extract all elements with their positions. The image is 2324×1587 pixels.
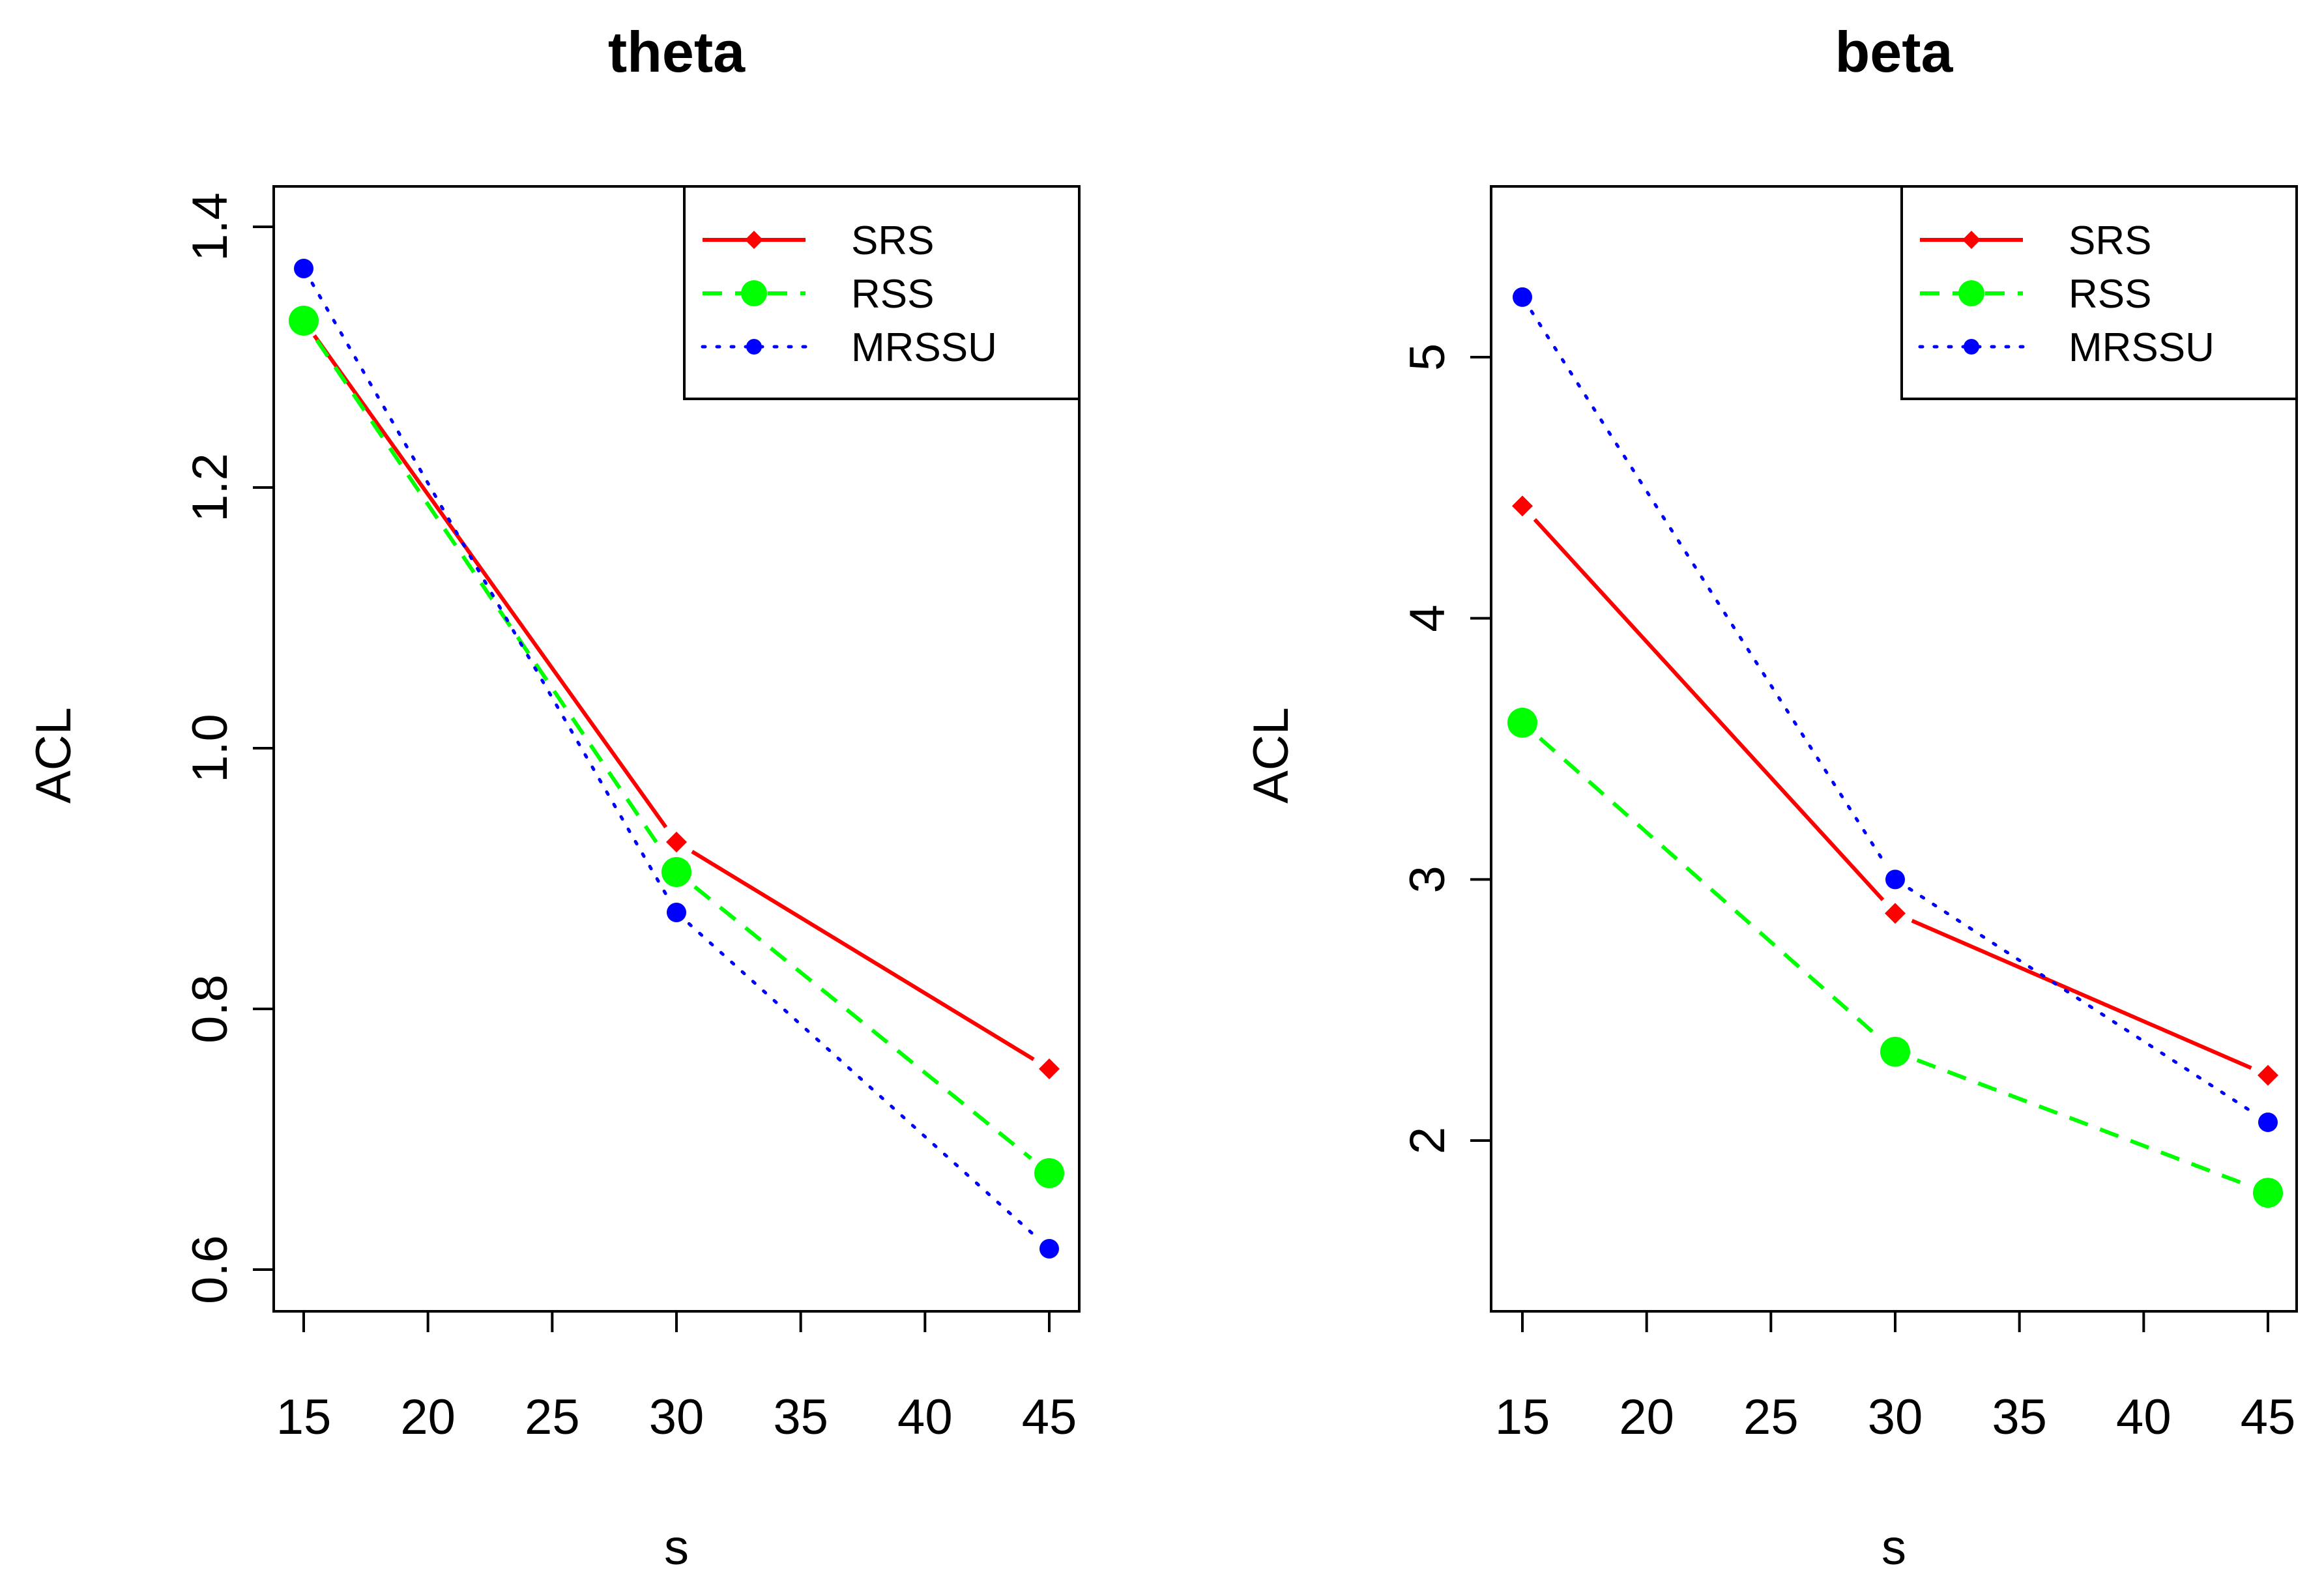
series-rss [289,306,1064,1188]
legend: SRS RSS MRSSU [1900,185,2298,400]
series-srs [1512,495,2278,1086]
series-line-segment [310,282,670,899]
x-tick-label: 30 [1868,1390,1923,1445]
legend-marker [1962,231,1981,249]
series-srs [293,310,1060,1079]
series-line-segment [1539,736,1879,1038]
panel-title: beta [1835,20,1954,84]
legend-item: MRSSU [1918,325,2215,370]
legend-label: MRSSU [2069,325,2215,370]
series-line-segment [693,885,1032,1160]
x-axis: 15 20 25 30 35 40 45 s [1495,1310,2296,1575]
y-tick-label: 0.8 [182,974,238,1043]
y-tick-label: 5 [1400,343,1455,371]
series-line-segment [1916,1058,2247,1187]
legend-item: RSS [703,272,934,317]
data-point [661,857,691,887]
x-tick-label: 25 [1743,1390,1799,1445]
panel-title: theta [608,20,746,84]
x-tick-label: 35 [1992,1390,2047,1445]
series-line-segment [312,334,668,828]
x-tick-label: 45 [1022,1390,1077,1445]
series-mrssu [294,259,1059,1259]
y-axis: 0.6 0.8 1.0 1.2 1.4 ACL [26,192,275,1304]
data-point [1507,707,1537,738]
x-tick-label: 45 [2241,1390,2296,1445]
data-point [2253,1178,2283,1208]
x-tick-label: 20 [400,1390,456,1445]
data-point [1880,1036,1910,1067]
legend-marker [1964,339,1979,355]
data-point [1885,869,1905,890]
data-point [1039,1058,1060,1079]
x-tick-label: 25 [525,1390,580,1445]
x-tick-label: 30 [649,1390,704,1445]
series-line-segment [1911,918,2252,1070]
legend-item: RSS [1920,272,2151,317]
y-tick-label: 1.0 [182,714,238,783]
y-tick-label: 1.2 [182,453,238,522]
y-tick-label: 0.6 [182,1235,238,1304]
series-line-segment [687,922,1039,1240]
data-point [2258,1112,2278,1132]
legend: SRS RSS MRSSU [683,185,1081,400]
legend-marker [1958,280,1984,306]
legend-item: MRSSU [701,325,997,370]
x-axis-label: s [1881,1520,1906,1575]
legend-marker [746,339,762,355]
legend-label: SRS [2069,218,2151,263]
legend-label: RSS [2069,272,2151,317]
data-point [666,832,687,852]
y-tick-label: 1.4 [182,192,238,261]
x-tick-label: 20 [1619,1390,1674,1445]
series-line-segment [691,849,1035,1062]
data-point [294,259,313,278]
data-point [2258,1064,2278,1086]
series-line-segment [315,339,665,854]
series-line-segment [1530,310,1888,867]
x-tick-label: 40 [2116,1390,2171,1445]
legend-marker [741,280,767,306]
legend-marker [745,231,763,249]
legend-item: SRS [703,218,934,263]
x-tick-label: 15 [276,1390,332,1445]
y-tick-label: 3 [1400,866,1455,893]
x-tick-label: 40 [897,1390,953,1445]
panel-theta: theta 15 20 25 30 35 40 45 s 0.6 0.8 1.0 1.2 1.4 ACL SR… [26,20,1081,1575]
data-point [667,903,686,922]
series-line-segment [1533,518,1885,901]
x-axis-label: s [664,1520,689,1575]
y-axis-label: ACL [26,707,81,804]
data-point [1885,903,1906,924]
data-point [289,306,319,336]
y-tick-label: 4 [1400,605,1455,632]
series-line-segment [1908,887,2256,1115]
legend-label: MRSSU [851,325,997,370]
legend-label: RSS [851,272,934,317]
x-tick-label: 15 [1495,1390,1550,1445]
x-tick-label: 35 [773,1390,828,1445]
data-point [1513,287,1532,307]
series-mrssu [1513,287,2278,1132]
x-axis: 15 20 25 30 35 40 45 s [276,1310,1077,1575]
data-point [1512,495,1533,517]
series-rss [1507,707,2283,1208]
y-tick-label: 2 [1400,1127,1455,1154]
y-axis: 2 3 4 5 ACL [1243,343,1492,1154]
y-axis-label: ACL [1243,707,1299,804]
legend-item: SRS [1920,218,2151,263]
data-point [1039,1239,1059,1259]
data-point [1034,1158,1064,1188]
legend-label: SRS [851,218,934,263]
